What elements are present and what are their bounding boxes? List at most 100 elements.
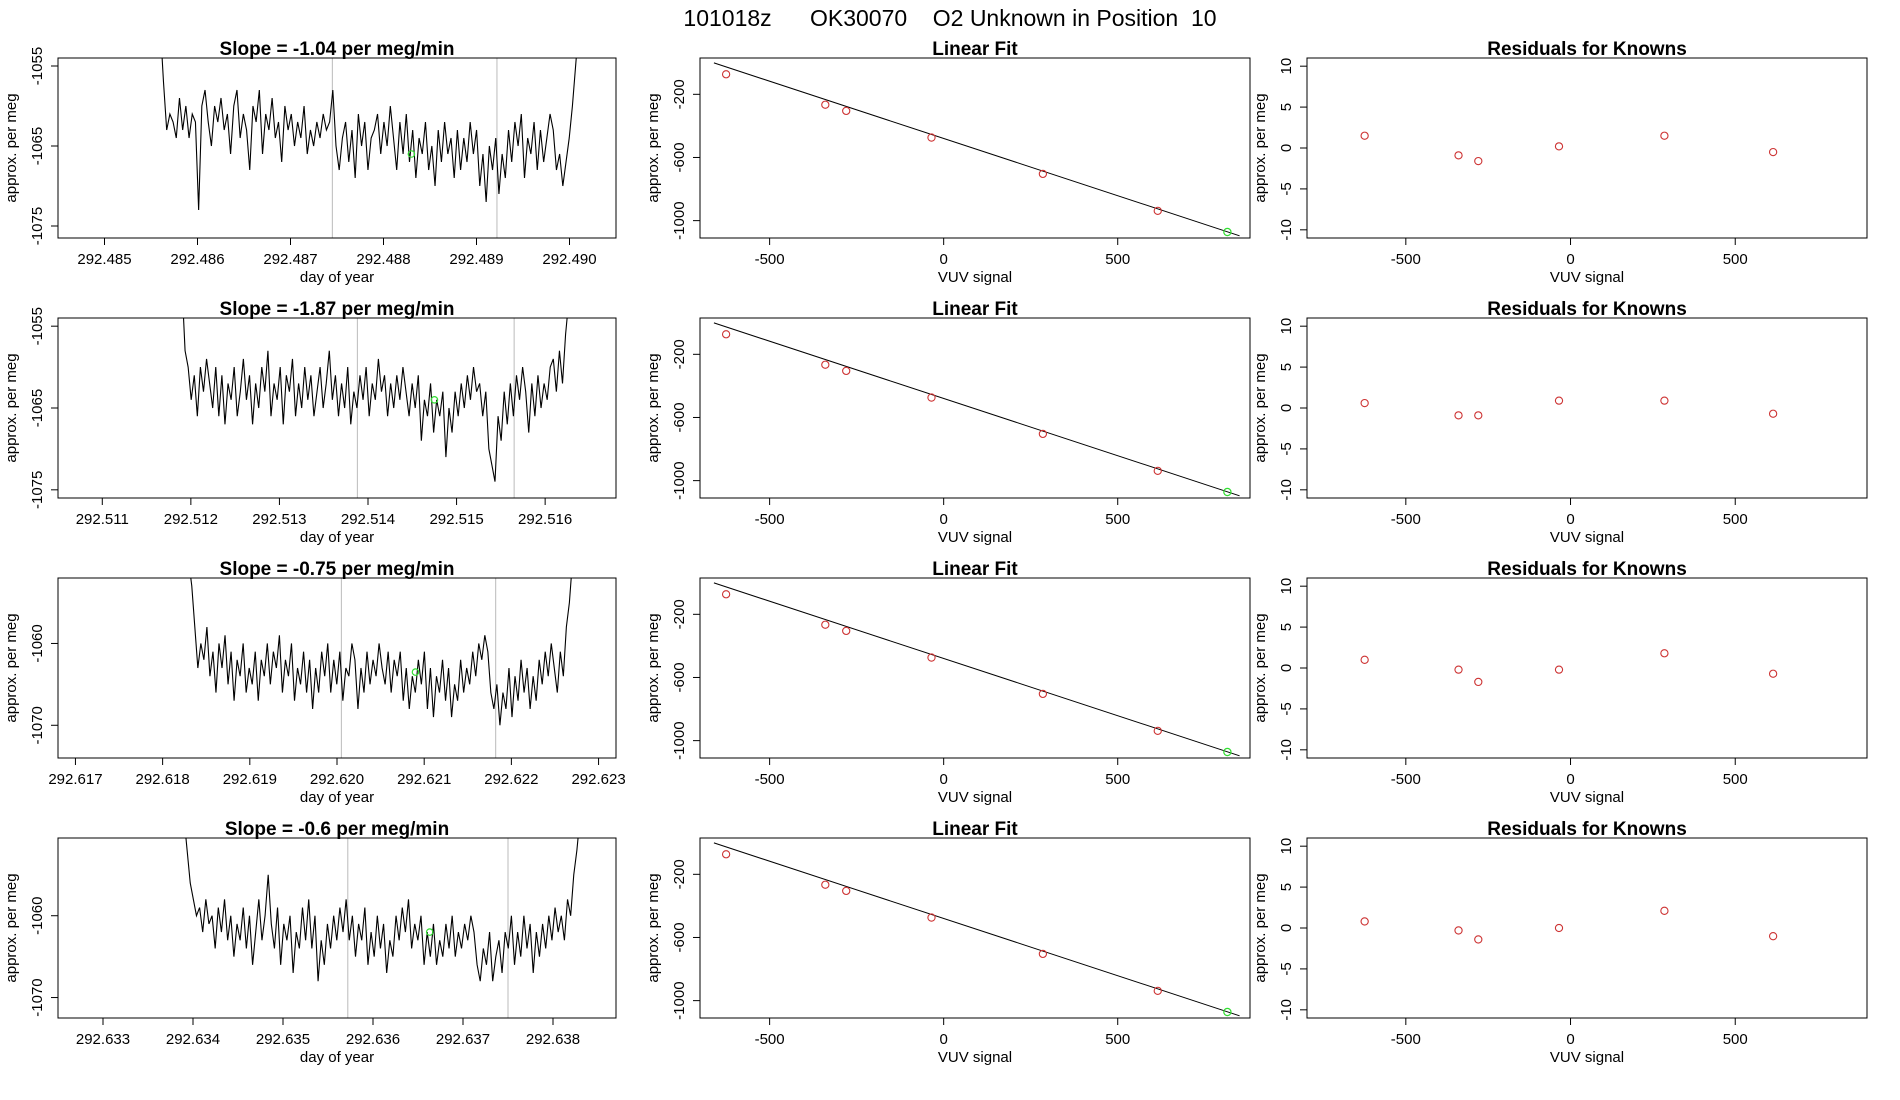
series-line — [161, 58, 577, 211]
known-point — [842, 626, 851, 636]
residual-point — [1454, 665, 1463, 674]
residual-point — [1454, 411, 1463, 420]
y-tick-label: 5 — [1278, 623, 1295, 631]
x-tick-label: 0 — [1566, 1031, 1574, 1048]
x-tick-label: 292.515 — [429, 511, 483, 528]
y-tick-label: -10 — [1278, 739, 1295, 761]
x-axis-label: day of year — [300, 789, 374, 806]
x-tick-label: -500 — [1391, 771, 1421, 788]
x-tick-label: 292.619 — [223, 771, 277, 788]
residual-point — [1474, 156, 1483, 166]
fit-line — [713, 62, 1240, 237]
plot-frame — [699, 317, 1251, 499]
y-tick-label: -1065 — [29, 127, 46, 165]
x-tick-label: 292.485 — [77, 251, 131, 268]
y-tick-label: -1000 — [671, 981, 688, 1019]
x-axis-label: day of year — [300, 529, 374, 546]
x-tick-label: 292.620 — [310, 771, 364, 788]
x-tick-label: 292.637 — [436, 1031, 490, 1048]
y-tick-label: 5 — [1278, 883, 1295, 891]
y-tick-label: -600 — [671, 402, 688, 432]
series-line — [182, 318, 568, 482]
known-point — [842, 886, 851, 896]
residual-point — [1554, 665, 1564, 674]
x-tick-label: 292.486 — [170, 251, 224, 268]
panel-r3-c1: Linear Fit -500 0 500 -200 -600 -1000 VUV signa… — [645, 819, 1251, 1066]
mean-point — [407, 150, 416, 158]
x-tick-label: 292.511 — [76, 511, 129, 528]
y-tick-label: -600 — [671, 142, 688, 172]
panel-title: Residuals for Knowns — [1487, 39, 1687, 60]
y-axis-label: approx. per meg — [645, 613, 662, 722]
fit-line — [713, 842, 1240, 1017]
y-tick-label: -600 — [671, 922, 688, 952]
x-tick-label: 292.618 — [136, 771, 190, 788]
y-axis-label: approx. per meg — [3, 873, 20, 982]
residual-point — [1554, 396, 1564, 405]
known-point — [1153, 206, 1162, 215]
x-tick-label: -500 — [1391, 251, 1421, 268]
residual-point — [1768, 669, 1778, 678]
y-tick-label: 0 — [1278, 144, 1295, 152]
y-tick-label: -1055 — [29, 47, 46, 85]
x-tick-label: 500 — [1723, 1031, 1748, 1048]
x-tick-label: 292.516 — [518, 511, 572, 528]
panel-r0-c2: Residuals for Knowns -500 0 500 10 5 0 -5 -10 VUV… — [1252, 39, 1868, 286]
x-tick-label: 292.488 — [356, 251, 410, 268]
panel-title: Slope = -1.04 per meg/min — [220, 39, 455, 60]
plot-frame — [1306, 837, 1868, 1019]
x-tick-label: 0 — [939, 1031, 947, 1048]
mean-point — [430, 396, 439, 404]
y-tick-label: -1065 — [29, 389, 46, 427]
x-tick-label: 0 — [939, 511, 947, 528]
y-axis-label: approx. per meg — [645, 873, 662, 982]
y-tick-label: -5 — [1278, 182, 1295, 195]
known-point — [927, 653, 936, 662]
y-tick-label: -1060 — [29, 897, 46, 935]
panel-r1-c2: Residuals for Knowns -500 0 500 10 5 0 -5 -10 VUV… — [1252, 299, 1868, 546]
y-tick-label: -1075 — [29, 471, 46, 509]
plot-frame — [57, 57, 617, 239]
residual-point — [1554, 923, 1564, 933]
y-tick-label: -200 — [671, 79, 688, 109]
y-tick-label: -200 — [671, 339, 688, 369]
y-tick-label: 0 — [1278, 404, 1295, 412]
plot-frame — [1306, 317, 1868, 499]
x-tick-label: 500 — [1723, 511, 1748, 528]
known-point — [1153, 466, 1162, 475]
plot-frame — [1306, 57, 1868, 239]
x-tick-label: 292.512 — [164, 511, 218, 528]
x-tick-label: -500 — [755, 511, 785, 528]
residual-point — [1660, 649, 1669, 658]
x-axis-label: VUV signal — [1550, 269, 1624, 286]
residual-point — [1360, 917, 1369, 926]
unknown-point — [1223, 747, 1232, 757]
residual-point — [1360, 398, 1369, 408]
known-point — [842, 366, 851, 376]
y-tick-label: 10 — [1278, 578, 1295, 595]
residual-point — [1454, 151, 1463, 160]
panel-r1-c1: Linear Fit -500 0 500 -200 -600 -1000 VUV signa… — [645, 299, 1251, 546]
x-tick-label: 292.490 — [542, 251, 596, 268]
residual-point — [1474, 677, 1483, 687]
x-tick-label: 292.617 — [48, 771, 102, 788]
y-tick-label: -5 — [1278, 442, 1295, 455]
plot-frame — [699, 57, 1251, 239]
residual-point — [1360, 655, 1369, 664]
residual-point — [1768, 147, 1778, 157]
x-tick-label: 500 — [1723, 771, 1748, 788]
y-tick-label: -10 — [1278, 219, 1295, 241]
series-line — [185, 838, 579, 982]
x-axis-label: VUV signal — [938, 529, 1012, 546]
known-point — [821, 360, 830, 369]
x-tick-label: 292.635 — [256, 1031, 310, 1048]
known-point — [1038, 169, 1048, 179]
y-tick-label: -1055 — [29, 307, 46, 345]
known-point — [821, 620, 830, 629]
residual-point — [1474, 935, 1483, 944]
panel-r2-c2: Residuals for Knowns -500 0 500 10 5 0 -5 -10 VUV… — [1252, 559, 1868, 806]
x-tick-label: -500 — [755, 1031, 785, 1048]
x-tick-label: 292.633 — [76, 1031, 130, 1048]
y-tick-label: -1060 — [29, 624, 46, 662]
x-tick-label: 0 — [939, 251, 947, 268]
